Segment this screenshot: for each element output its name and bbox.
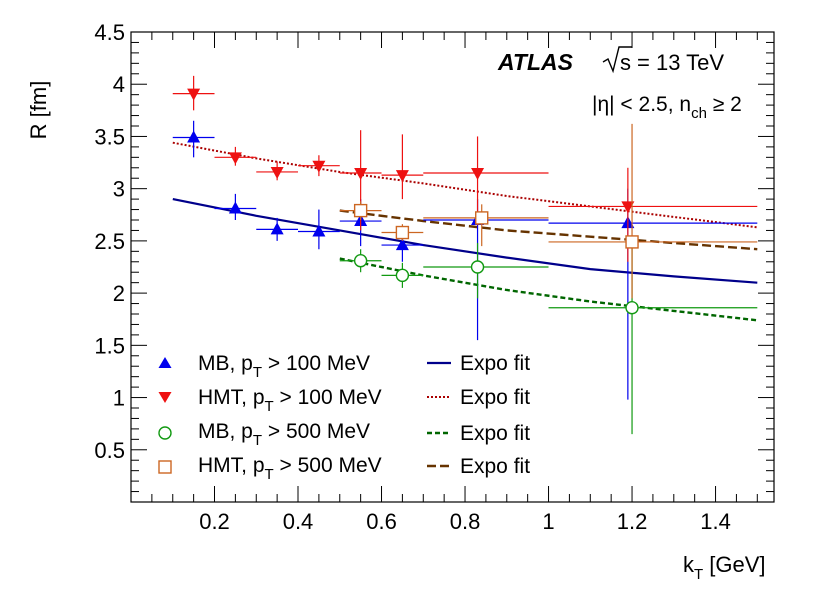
y-tick-label: 4 xyxy=(113,72,125,97)
data-point xyxy=(270,166,284,179)
x-axis-title: kT [GeV] xyxy=(683,552,766,583)
data-point xyxy=(187,130,201,143)
sqrt-s-label: s xyxy=(620,50,631,75)
y-tick-label: 2 xyxy=(113,281,125,306)
legend-label-hmt-500: HMT, pT > 500 MeV xyxy=(198,454,382,483)
fit-curve-2 xyxy=(339,257,758,322)
x-tick-label: 0.4 xyxy=(283,509,314,534)
fit-curve-3 xyxy=(339,209,758,251)
legend-marker-square xyxy=(158,460,172,474)
x-tick-label: 0.6 xyxy=(366,509,397,534)
legend-entry-fit-hmt-500: Expo fit xyxy=(427,455,530,478)
data-point xyxy=(395,238,409,251)
legend-marker-triangle-down xyxy=(158,392,172,403)
legend-entry-fit-hmt-100: Expo fit xyxy=(427,386,530,409)
x-tick-label: 1.2 xyxy=(617,509,648,534)
plot-frame xyxy=(130,31,775,503)
x-tick-label: 1.4 xyxy=(700,509,731,534)
x-tick-label: 0.8 xyxy=(450,509,481,534)
legend-fit-label: Expo fit xyxy=(460,455,530,478)
cut-label: |η| < 2.5, nch ≥ 2 xyxy=(592,93,742,122)
legend-entry-fit-mb-500: Expo fit xyxy=(427,422,530,445)
x-tick-label: 0.2 xyxy=(199,509,230,534)
data-point xyxy=(353,254,368,268)
y-tick-label: 1.5 xyxy=(94,333,125,358)
data-point xyxy=(475,211,489,225)
data-point xyxy=(228,152,242,165)
legend-fit-label: Expo fit xyxy=(460,386,530,409)
legend-entry-mb-500: MB, pT > 500 MeV xyxy=(158,420,370,449)
data-point xyxy=(395,170,409,183)
data-point xyxy=(621,201,635,214)
series-1 xyxy=(172,75,758,262)
y-tick-label: 3 xyxy=(113,177,125,202)
legend-entry-hmt-500: HMT, pT > 500 MeV xyxy=(158,454,382,483)
legend-entry-hmt-100: HMT, pT > 100 MeV xyxy=(158,386,382,415)
data-point xyxy=(395,225,410,240)
y-axis-title: R [fm] xyxy=(26,81,51,140)
atlas-label: ATLAS xyxy=(497,49,574,75)
data-point xyxy=(187,88,201,101)
data-point xyxy=(354,168,368,180)
data-point xyxy=(625,301,639,315)
legend-label-hmt-100: HMT, pT > 100 MeV xyxy=(198,386,382,415)
axis-ticks: 0.5 1 1.5 2 2.5 3 3.5 4 4.5 0.2 0.4 0.6 0.8 1 1.2 1.4 xyxy=(94,20,774,534)
series-3 xyxy=(339,123,758,299)
data-point xyxy=(228,201,242,214)
legend-fit-label: Expo fit xyxy=(460,352,530,375)
legend-label-mb-100: MB, pT > 100 MeV xyxy=(198,352,370,381)
data-point xyxy=(270,222,284,235)
y-tick-label: 2.5 xyxy=(94,229,125,254)
energy-label: = 13 TeV xyxy=(637,50,724,75)
legend-fit-label: Expo fit xyxy=(460,422,530,445)
data-point xyxy=(395,268,410,283)
legend-marker-circle xyxy=(158,426,172,440)
sqrt-symbol xyxy=(602,46,632,74)
data-point xyxy=(625,235,639,249)
y-tick-label: 3.5 xyxy=(94,124,125,149)
fit-curve-0 xyxy=(172,198,758,284)
x-tick-label: 1 xyxy=(542,509,554,534)
data-point xyxy=(353,203,368,218)
legend-marker-triangle-up xyxy=(158,357,172,368)
legend-entry-mb-100: MB, pT > 100 MeV xyxy=(158,352,370,381)
data-point xyxy=(471,168,485,180)
data-point xyxy=(312,160,326,173)
legend-label-mb-500: MB, pT > 500 MeV xyxy=(198,420,370,449)
fit-curves xyxy=(172,141,758,322)
series-2 xyxy=(339,240,758,435)
data-points xyxy=(172,75,758,435)
data-point xyxy=(470,260,485,274)
legend: MB, pT > 100 MeV HMT, pT > 100 MeV MB, p… xyxy=(158,352,530,483)
fit-curve-1 xyxy=(172,141,758,229)
y-tick-label: 1 xyxy=(113,386,125,411)
experiment-annotation: ATLAS s = 13 TeV |η| < 2.5, nch ≥ 2 xyxy=(497,46,742,122)
y-tick-label: 0.5 xyxy=(94,438,125,463)
y-tick-label: 4.5 xyxy=(94,20,125,45)
legend-entry-fit-mb-100: Expo fit xyxy=(427,352,530,375)
data-point xyxy=(312,224,326,237)
